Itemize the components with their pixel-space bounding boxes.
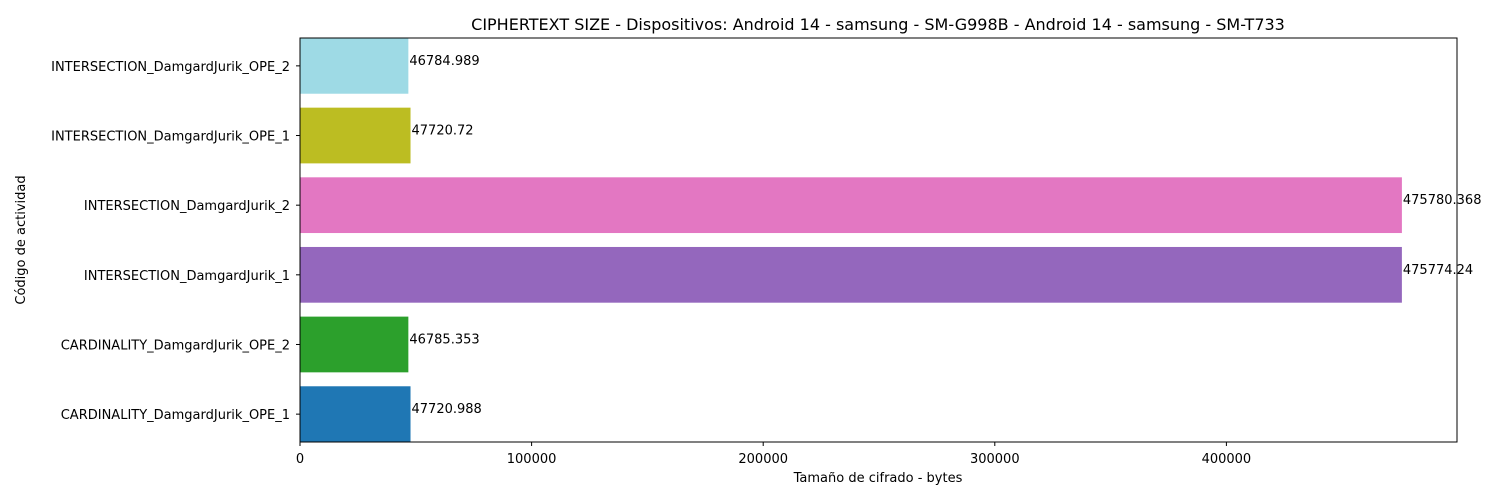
bar-5 xyxy=(300,107,411,164)
x-ticks-group: 0 100000 200000 300000 400000 xyxy=(296,442,1251,467)
data-label-6: 46784.989 xyxy=(409,54,479,69)
x-tick-label-3: 200000 xyxy=(738,452,788,467)
x-tick-label-5: 400000 xyxy=(1202,452,1252,467)
data-label-2: 46785.353 xyxy=(409,332,479,347)
y-tick-label-1: CARDINALITY_DamgardJurik_OPE_1 xyxy=(61,408,290,423)
y-tick-label-6: INTERSECTION_DamgardJurik_OPE_2 xyxy=(51,60,290,75)
x-tick-label-2: 100000 xyxy=(507,452,557,467)
bars-group xyxy=(300,38,1402,442)
data-labels-group: 47720.988 46785.353 475774.24 475780.368 477… xyxy=(409,54,1481,417)
data-label-1: 47720.988 xyxy=(412,402,482,417)
y-tick-label-3: INTERSECTION_DamgardJurik_1 xyxy=(84,269,290,284)
y-axis-label: Código de actividad xyxy=(14,175,29,304)
x-tick-label-1: 0 xyxy=(296,452,304,467)
plot-frame xyxy=(299,37,1458,443)
bar-3 xyxy=(300,246,1402,303)
y-tick-label-4: INTERSECTION_DamgardJurik_2 xyxy=(84,199,290,214)
y-ticks-group: CARDINALITY_DamgardJurik_OPE_1 CARDINALIT… xyxy=(51,60,300,423)
y-tick-label-2: CARDINALITY_DamgardJurik_OPE_2 xyxy=(61,338,290,353)
bar-1 xyxy=(300,386,411,442)
x-tick-label-4: 300000 xyxy=(970,452,1020,467)
data-label-4: 475780.368 xyxy=(1403,193,1482,208)
x-axis-label: Tamaño de cifrado - bytes xyxy=(793,471,963,486)
y-tick-label-5: INTERSECTION_DamgardJurik_OPE_1 xyxy=(51,130,290,145)
bar-6 xyxy=(300,38,409,94)
bar-2 xyxy=(300,316,409,373)
bar-4 xyxy=(300,177,1402,234)
chart-title: CIPHERTEXT SIZE - Dispositivos: Android … xyxy=(471,15,1285,34)
data-label-5: 47720.72 xyxy=(412,124,474,139)
data-label-3: 475774.24 xyxy=(1403,263,1473,278)
